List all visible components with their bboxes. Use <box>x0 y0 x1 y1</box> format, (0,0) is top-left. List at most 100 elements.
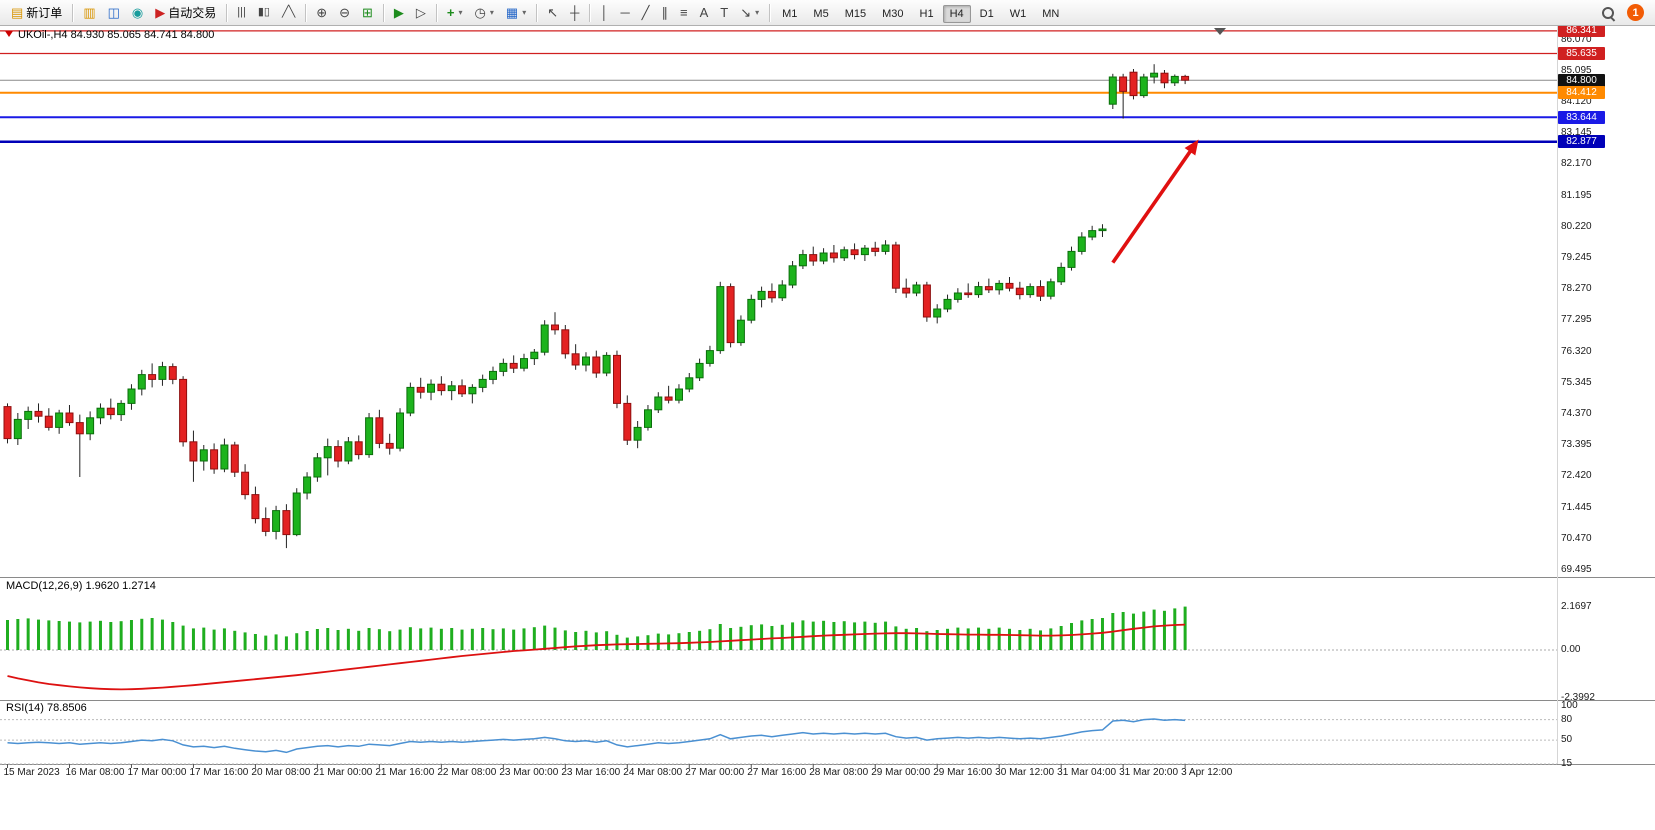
arrow-tool-icon: ↘ <box>740 5 752 20</box>
navigator-icon: ◉ <box>131 5 144 20</box>
equidistant-channel-button[interactable]: ∥ <box>656 2 675 24</box>
timeframe-w1-button[interactable]: W1 <box>1009 7 1027 20</box>
price-scale-label: 82.170 <box>1561 158 1592 170</box>
text-icon: A <box>699 5 709 20</box>
price-scale-label: 69.495 <box>1561 564 1592 575</box>
time-axis-label: 17 Mar 16:00 <box>189 767 249 778</box>
macd-values: 1.9620 1.2714 <box>85 580 156 592</box>
rsi-scale-label: 100 <box>1561 699 1578 711</box>
time-axis-label: 23 Mar 16:00 <box>561 767 621 778</box>
toolbar-separator <box>589 3 591 22</box>
clock-icon: ◷ <box>474 5 486 20</box>
time-axis-label: 15 Mar 2023 <box>3 767 60 778</box>
price-level-badge: 84.412 <box>1558 86 1605 100</box>
rsi-scale-label: 15 <box>1561 758 1573 769</box>
time-axis-label: 17 Mar 00:00 <box>127 767 187 778</box>
chart-shift-icon: ▷ <box>415 5 426 20</box>
chevron-down-icon: ▾ <box>458 8 463 17</box>
candlestick-button[interactable]: ▮▯ <box>252 2 276 24</box>
crosshair-icon: ┼ <box>570 5 580 20</box>
periods-button[interactable]: ◷ ▾ <box>469 2 500 24</box>
price-scale-label: 80.220 <box>1561 220 1592 232</box>
timeframe-m5-button[interactable]: M5 <box>813 7 829 20</box>
time-axis-label: 23 Mar 00:00 <box>499 767 559 778</box>
rsi-label: RSI(14) <box>6 702 44 714</box>
chevron-down-icon: ▾ <box>755 8 760 17</box>
price-scale-label: 75.345 <box>1561 376 1592 388</box>
new-order-button[interactable]: ▤ 新订单 <box>5 2 68 24</box>
price-scale-label: 77.295 <box>1561 314 1592 326</box>
vertical-line-button[interactable]: │ <box>594 2 614 24</box>
autotrading-button[interactable]: ▶ 自动交易 <box>149 2 222 24</box>
timeframe-h4-button[interactable]: H4 <box>942 4 971 23</box>
macd-title: MACD(12,26,9) 1.9620 1.2714 <box>6 580 156 592</box>
fibonacci-button[interactable]: ≡ <box>674 2 694 24</box>
symbol-name: UKOil-,H4 <box>18 29 68 41</box>
chart-shift-button[interactable]: ▷ <box>410 2 432 24</box>
time-axis-label: 24 Mar 08:00 <box>623 767 683 778</box>
rsi-title: RSI(14) 78.8506 <box>6 702 87 714</box>
vertical-line-icon: │ <box>600 5 609 20</box>
horizontal-line-button[interactable]: ─ <box>614 2 635 24</box>
autoscroll-icon: ▶ <box>393 5 404 20</box>
notification-badge[interactable]: 1 <box>1627 4 1644 21</box>
time-axis-label: 27 Mar 16:00 <box>747 767 807 778</box>
macd-panel[interactable] <box>0 577 1557 700</box>
price-scale-label: 78.270 <box>1561 283 1592 295</box>
text-label-button[interactable]: T <box>714 2 734 24</box>
price-level-badge: 82.877 <box>1558 135 1605 149</box>
macd-scale-label: -2.3992 <box>1561 691 1595 703</box>
time-axis-label: 3 Apr 12:00 <box>1181 767 1233 778</box>
indicators-icon: + <box>446 5 455 20</box>
navigator-button[interactable]: ◉ <box>126 2 149 24</box>
timeframe-group: M1 M5 M15 M30 H1 H4 D1 W1 MN <box>774 4 1067 23</box>
crosshair-button[interactable]: ┼ <box>564 2 585 24</box>
price-level-badge: 85.635 <box>1558 47 1605 61</box>
autoscroll-button[interactable]: ▶ <box>388 2 410 24</box>
market-watch-button[interactable]: ◫ <box>102 2 126 24</box>
price-scale-label: 72.420 <box>1561 470 1592 482</box>
horizontal-line-icon: ─ <box>620 5 630 20</box>
indicators-button[interactable]: + ▾ <box>441 2 469 24</box>
chart-plot-area[interactable] <box>0 26 1557 577</box>
toolbar-separator <box>305 3 307 22</box>
bar-chart-button[interactable]: ||| <box>231 2 252 24</box>
macd-label: MACD(12,26,9) <box>6 580 83 592</box>
cursor-icon: ↖ <box>547 5 559 20</box>
timeframe-h1-button[interactable]: H1 <box>919 7 934 20</box>
arrows-tool-button[interactable]: ↘ ▾ <box>734 2 765 24</box>
new-order-icon: ▤ <box>11 5 24 20</box>
zoom-out-icon: ⊖ <box>339 5 351 20</box>
timeframe-m30-button[interactable]: M30 <box>882 7 904 20</box>
charts-button[interactable]: ▥ <box>77 2 101 24</box>
trendline-button[interactable]: ╱ <box>636 2 656 24</box>
zoom-in-button[interactable]: ⊕ <box>310 2 333 24</box>
time-axis-label: 27 Mar 00:00 <box>685 767 745 778</box>
timeframe-m15-button[interactable]: M15 <box>844 7 867 20</box>
rsi-panel[interactable] <box>0 700 1557 764</box>
cursor-button[interactable]: ↖ <box>541 2 564 24</box>
text-tool-button[interactable]: A <box>694 2 715 24</box>
charts-icon: ▥ <box>83 5 96 20</box>
timeframe-d1-button[interactable]: D1 <box>979 7 994 20</box>
toolbar: ▤ 新订单 ▥ ◫ ◉ ▶ 自动交易 ||| ▮▯ ╱╲ ⊕ ⊖ ⊞ ▶ ▷ +… <box>0 0 1655 26</box>
price-scale-label: 85.095 <box>1561 64 1592 76</box>
price-scale-label: 81.195 <box>1561 189 1592 201</box>
toolbar-separator <box>769 3 771 22</box>
line-chart-button[interactable]: ╱╲ <box>276 2 301 24</box>
timeframe-m1-button[interactable]: M1 <box>782 7 798 20</box>
search-button[interactable] <box>1595 2 1621 24</box>
fibonacci-icon: ≡ <box>680 5 688 20</box>
price-level-badge: 86.341 <box>1558 24 1605 38</box>
grid-icon: ⊞ <box>362 5 373 20</box>
autotrading-label: 自动交易 <box>168 6 217 20</box>
toolbar-separator <box>435 3 437 22</box>
templates-button[interactable]: ▦ ▾ <box>500 2 532 24</box>
timeframe-mn-button[interactable]: MN <box>1042 7 1060 20</box>
chart-title: UKOil-,H4 84.930 85.065 84.741 84.800 <box>18 29 214 41</box>
macd-scale-label: 0.00 <box>1561 644 1581 655</box>
grid-button[interactable]: ⊞ <box>356 2 379 24</box>
zoom-out-button[interactable]: ⊖ <box>333 2 356 24</box>
toolbar-separator <box>72 3 74 22</box>
text-label-icon: T <box>720 5 729 20</box>
